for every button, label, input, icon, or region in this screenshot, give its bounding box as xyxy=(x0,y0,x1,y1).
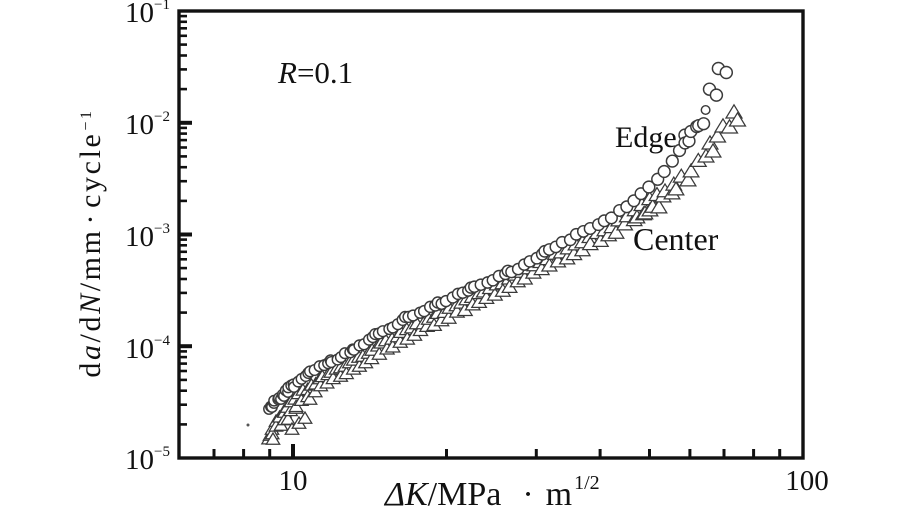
svg-text:R=0.1: R=0.1 xyxy=(277,55,353,90)
svg-text:da/dN/mm·cycle−1: da/dN/mm·cycle−1 xyxy=(74,108,107,377)
svg-text:100: 100 xyxy=(785,465,829,497)
svg-text:Center: Center xyxy=(633,221,719,257)
svg-text:Edge: Edge xyxy=(615,121,677,154)
svg-text:10: 10 xyxy=(279,465,308,497)
svg-text:ΔK/MPa·m1/2: ΔK/MPa · m 1/2 xyxy=(383,472,600,508)
